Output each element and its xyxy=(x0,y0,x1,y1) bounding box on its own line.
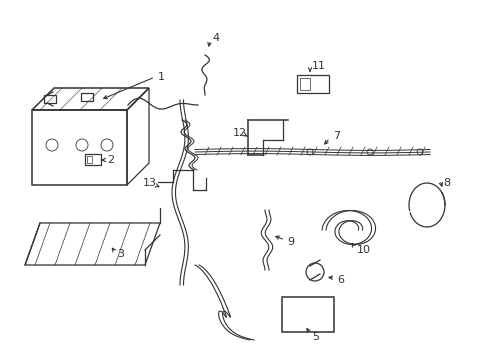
Text: 10: 10 xyxy=(356,245,370,255)
Text: 6: 6 xyxy=(336,275,343,285)
Text: 7: 7 xyxy=(332,131,340,141)
Text: 4: 4 xyxy=(212,33,219,43)
Bar xyxy=(296,75,328,93)
Text: 11: 11 xyxy=(311,61,325,71)
Text: 5: 5 xyxy=(311,332,318,342)
Bar xyxy=(81,93,93,101)
Text: 13: 13 xyxy=(142,178,157,188)
Text: 8: 8 xyxy=(442,178,449,188)
Bar xyxy=(44,95,56,103)
Bar xyxy=(299,78,309,90)
Text: 12: 12 xyxy=(232,128,246,138)
Text: 9: 9 xyxy=(286,237,293,247)
Bar xyxy=(87,156,92,163)
Bar xyxy=(85,154,101,165)
Text: 3: 3 xyxy=(117,249,124,259)
Text: 1: 1 xyxy=(158,72,164,82)
Text: 2: 2 xyxy=(107,155,114,165)
Bar xyxy=(282,297,333,332)
